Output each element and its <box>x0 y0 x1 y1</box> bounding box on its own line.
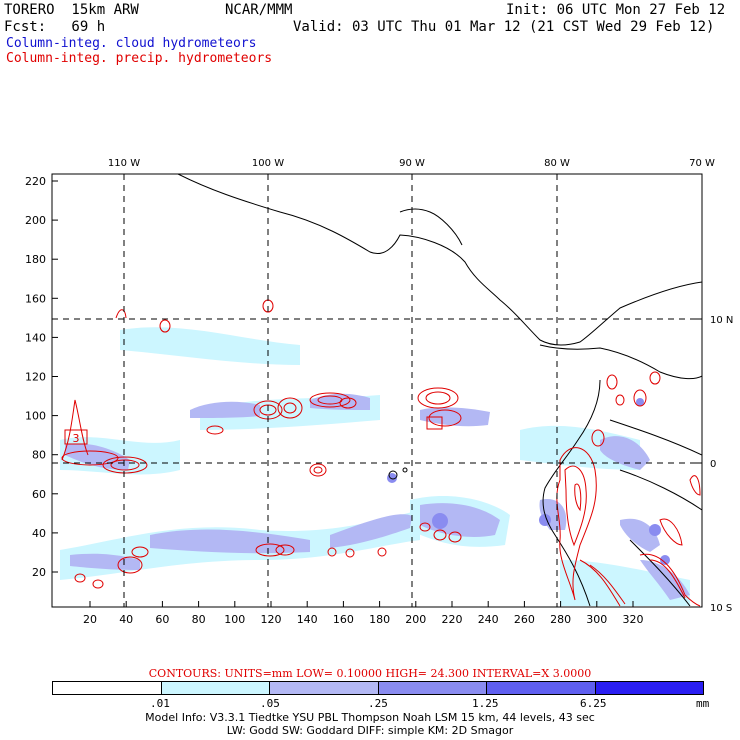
x-axis: 20 40 60 80 100 120 140 160 180 200 220 240 260 280 30… <box>83 601 644 626</box>
legend-label-4: 6.25 <box>580 697 607 710</box>
coastlines <box>177 174 702 607</box>
x-tick-label: 220 <box>442 613 463 626</box>
x-tick-label: 180 <box>369 613 390 626</box>
forecast-hour: Fcst: 69 h <box>4 19 106 35</box>
legend-label-2: .25 <box>368 697 388 710</box>
x-tick-label: 120 <box>261 613 282 626</box>
lon-label: 110 W <box>108 158 140 169</box>
legend-bin-2 <box>270 682 379 694</box>
y-tick-label: 180 <box>25 253 46 266</box>
org-label: NCAR/MMM <box>225 2 293 18</box>
precip-contours <box>61 299 701 607</box>
x-tick-label: 40 <box>119 613 133 626</box>
y-tick-label: 160 <box>25 292 46 305</box>
legend-label-1: .05 <box>260 697 280 710</box>
y-tick-label: 120 <box>25 371 46 384</box>
contour-label: 3 <box>73 432 80 445</box>
lon-label: 70 W <box>689 158 715 169</box>
y-tick-label: 200 <box>25 214 46 227</box>
grid-lines <box>52 174 702 607</box>
init-time: Init: 06 UTC Mon 27 Feb 12 <box>506 2 726 18</box>
valid-time: Valid: 03 UTC Thu 01 Mar 12 (21 CST Wed … <box>293 19 715 35</box>
lon-label: 100 W <box>252 158 284 169</box>
legend-bin-3 <box>378 682 487 694</box>
lon-label: 80 W <box>544 158 570 169</box>
y-tick-label: 220 <box>25 175 46 188</box>
x-tick-label: 140 <box>297 613 318 626</box>
lat-label: 10 N <box>710 315 733 326</box>
legend-bin-4 <box>487 682 596 694</box>
y-tick-label: 40 <box>32 527 46 540</box>
longitude-labels: 110 W 100 W 90 W 80 W 70 W <box>108 158 715 180</box>
color-legend <box>52 681 704 695</box>
x-tick-label: 80 <box>192 613 206 626</box>
x-tick-label: 20 <box>83 613 97 626</box>
x-tick-label: 260 <box>514 613 535 626</box>
x-tick-label: 100 <box>224 613 245 626</box>
x-tick-label: 160 <box>333 613 354 626</box>
model-info-line1: Model Info: V3.3.1 Tiedtke YSU PBL Thomp… <box>145 711 595 724</box>
x-tick-label: 320 <box>623 613 644 626</box>
lat-label: 10 S <box>710 603 732 614</box>
y-tick-label: 80 <box>32 449 46 462</box>
model-info-line2: LW: Godd SW: Goddard DIFF: simple KM: 2D… <box>226 724 514 737</box>
y-tick-label: 100 <box>25 410 46 423</box>
lat-label: 0 <box>710 459 716 470</box>
plot-frame <box>51 173 703 608</box>
x-tick-label: 280 <box>550 613 571 626</box>
contours-caption: CONTOURS: UNITS=mm LOW= 0.10000 HIGH= 24… <box>148 667 592 680</box>
lon-label: 90 W <box>399 158 425 169</box>
latitude-labels: 10 N 0 10 S <box>696 315 733 614</box>
legend-bin-1 <box>161 682 270 694</box>
legend-label-0: .01 <box>150 697 170 710</box>
x-tick-label: 200 <box>405 613 426 626</box>
field-precip-title: Column-integ. precip. hydrometeors <box>6 51 273 66</box>
x-tick-label: 60 <box>155 613 169 626</box>
y-tick-label: 60 <box>32 488 46 501</box>
y-tick-label: 20 <box>32 566 46 579</box>
x-tick-label: 300 <box>586 613 607 626</box>
y-tick-label: 140 <box>25 331 46 344</box>
model-title: TORERO 15km ARW <box>4 2 139 18</box>
legend-bin-5 <box>595 682 703 694</box>
y-axis: 20 40 60 80 100 120 140 160 180 200 220 <box>25 175 58 579</box>
x-tick-label: 240 <box>478 613 499 626</box>
field-cloud-title: Column-integ. cloud hydrometeors <box>6 36 257 51</box>
cloud-shading-dark <box>387 398 670 565</box>
legend-units: mm <box>696 697 710 710</box>
legend-label-3: 1.25 <box>472 697 499 710</box>
legend-bin-0 <box>53 682 162 694</box>
